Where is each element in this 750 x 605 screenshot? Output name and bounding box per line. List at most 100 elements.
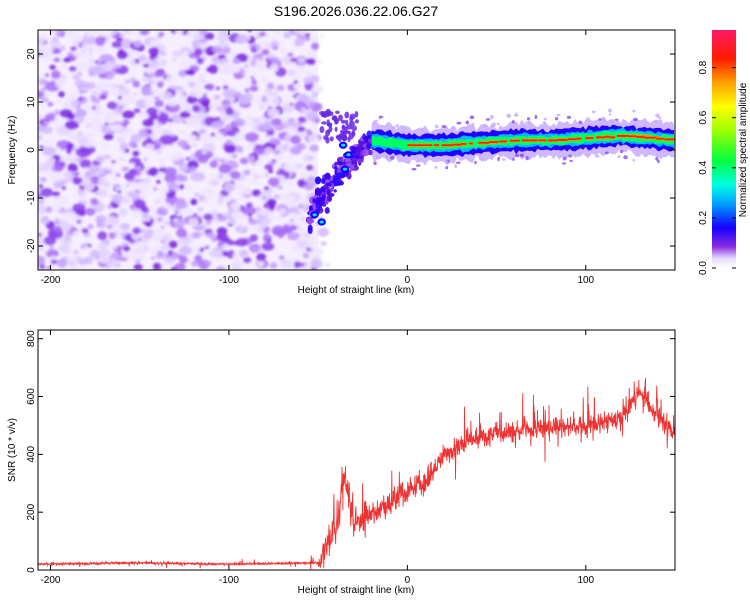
noise-blob	[296, 238, 308, 249]
noise-blob	[133, 199, 146, 209]
noise-blob	[57, 258, 67, 268]
noise-blob	[54, 217, 60, 223]
noise-blob	[101, 91, 107, 96]
noise-blob	[119, 142, 128, 151]
noise-blob	[242, 92, 253, 103]
track-speckle	[604, 151, 609, 155]
noise-blob	[205, 83, 215, 91]
noise-blob	[277, 143, 291, 152]
noise-blob	[64, 120, 79, 130]
transition-blob	[331, 115, 338, 121]
track-speckle	[515, 154, 520, 158]
noise-blob	[53, 48, 62, 54]
noise-blob	[96, 155, 105, 163]
noise-blob	[61, 64, 69, 70]
noise-blob	[132, 181, 143, 190]
transition-blob	[366, 145, 371, 151]
track-speckle	[615, 118, 619, 121]
noise-blob	[290, 135, 301, 145]
noise-blob	[306, 71, 311, 76]
track-speckle	[513, 114, 519, 117]
noise-blob	[156, 217, 163, 222]
noise-blob	[153, 187, 158, 192]
track-speckle	[496, 122, 500, 125]
transition-blob	[354, 119, 360, 124]
track-speckle	[657, 116, 662, 119]
noise-blob	[74, 35, 85, 43]
noise-blob	[211, 45, 222, 54]
noise-blob	[285, 126, 297, 135]
noise-blob	[53, 162, 64, 172]
noise-blob	[204, 260, 212, 266]
transition-blob	[335, 135, 340, 139]
noise-blob	[252, 227, 258, 232]
noise-blob	[154, 264, 159, 268]
x-tick-label: -200	[40, 275, 60, 286]
noise-blob	[44, 160, 54, 170]
transition-blob	[327, 195, 333, 202]
noise-blob	[103, 181, 111, 188]
noise-blob	[179, 255, 188, 264]
noise-blob	[193, 213, 197, 217]
noise-blob	[53, 57, 61, 63]
noise-blob	[196, 57, 204, 65]
transition-blob	[362, 149, 369, 157]
noise-blob	[311, 42, 320, 51]
noise-blob	[176, 228, 187, 238]
noise-blob	[268, 160, 276, 166]
noise-blob	[92, 125, 103, 132]
noise-blob	[267, 113, 272, 117]
noise-blob	[316, 60, 323, 65]
noise-blob	[102, 127, 112, 134]
noise-blob	[297, 203, 304, 209]
track-speckle	[632, 117, 638, 122]
track-speckle	[506, 113, 512, 118]
noise-blob	[250, 75, 255, 80]
noise-blob	[256, 207, 261, 211]
noise-blob	[252, 146, 266, 155]
noise-blob	[148, 167, 159, 177]
track-speckle	[420, 128, 424, 131]
noise-blob	[120, 223, 130, 231]
noise-blob	[83, 82, 96, 90]
noise-blob	[163, 257, 176, 265]
noise-blob	[50, 259, 58, 265]
noise-blob	[85, 207, 96, 216]
transition-blob	[338, 114, 343, 121]
transition-blob	[340, 119, 346, 124]
track-speckle	[562, 156, 567, 161]
noise-blob	[258, 31, 266, 37]
noise-blob	[266, 52, 276, 60]
noise-blob	[145, 128, 153, 134]
track-speckle	[556, 113, 561, 117]
noise-blob	[287, 212, 298, 219]
noise-blob	[217, 214, 228, 222]
noise-blob	[309, 121, 317, 126]
track-speckle	[445, 165, 449, 170]
track-speckle	[456, 121, 462, 125]
transition-blob	[338, 180, 345, 186]
noise-blob	[109, 193, 113, 198]
noise-blob	[121, 251, 133, 259]
noise-blob	[88, 164, 100, 174]
transition-blob	[324, 172, 331, 181]
noise-blob	[174, 263, 186, 270]
noise-blob	[310, 35, 319, 43]
noise-blob	[138, 192, 148, 200]
noise-blob	[259, 230, 264, 235]
noise-blob	[91, 131, 99, 137]
noise-blob	[192, 143, 198, 148]
noise-blob	[81, 45, 88, 50]
noise-blob	[40, 215, 50, 225]
track-speckle	[512, 157, 515, 161]
noise-blob	[256, 253, 267, 262]
noise-blob	[217, 197, 224, 205]
y-tick-label: -10	[26, 190, 37, 205]
noise-blob	[293, 261, 301, 269]
noise-blob	[295, 163, 304, 169]
noise-blob	[150, 256, 156, 260]
noise-blob	[320, 241, 328, 246]
noise-blob	[248, 214, 252, 218]
noise-blob	[132, 150, 140, 157]
noise-blob	[143, 63, 149, 68]
